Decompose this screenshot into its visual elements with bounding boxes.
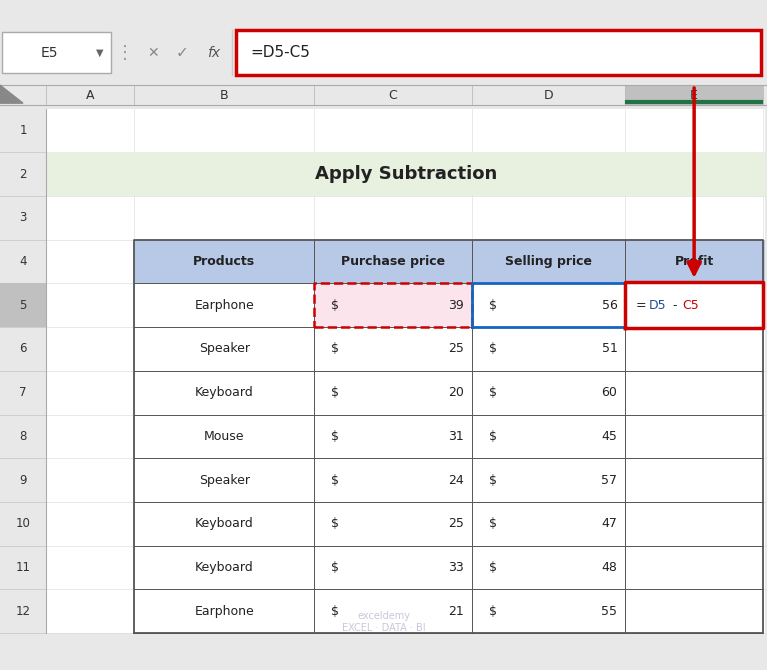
Text: 31: 31 — [448, 430, 464, 443]
Text: 5: 5 — [19, 299, 27, 312]
Text: Earphone: Earphone — [195, 605, 254, 618]
Text: 48: 48 — [601, 561, 617, 574]
Text: Apply Subtraction: Apply Subtraction — [314, 165, 497, 183]
Text: 47: 47 — [601, 517, 617, 531]
Text: $: $ — [331, 299, 339, 312]
FancyBboxPatch shape — [314, 283, 472, 327]
Text: $: $ — [489, 430, 496, 443]
Text: 10: 10 — [15, 517, 31, 531]
Text: Keyboard: Keyboard — [195, 517, 254, 531]
Text: Selling price: Selling price — [505, 255, 592, 268]
Text: A: A — [86, 88, 94, 102]
Text: -: - — [673, 299, 677, 312]
Text: $: $ — [489, 517, 496, 531]
Text: D5: D5 — [649, 299, 667, 312]
Text: $: $ — [331, 386, 339, 399]
Text: ✕: ✕ — [147, 46, 160, 60]
Text: 20: 20 — [448, 386, 464, 399]
FancyBboxPatch shape — [46, 109, 765, 633]
Text: $: $ — [489, 605, 496, 618]
Text: Speaker: Speaker — [199, 474, 250, 486]
Text: 55: 55 — [601, 605, 617, 618]
Polygon shape — [0, 85, 23, 103]
Text: $: $ — [331, 605, 339, 618]
Text: Speaker: Speaker — [199, 342, 250, 356]
Text: E: E — [690, 88, 698, 102]
Text: 60: 60 — [601, 386, 617, 399]
Text: 6: 6 — [19, 342, 27, 356]
Text: fx: fx — [206, 46, 220, 60]
Text: $: $ — [331, 474, 339, 486]
Text: Mouse: Mouse — [204, 430, 245, 443]
Text: 57: 57 — [601, 474, 617, 486]
Text: $: $ — [489, 474, 496, 486]
Text: 56: 56 — [601, 299, 617, 312]
Text: $: $ — [331, 517, 339, 531]
Text: Keyboard: Keyboard — [195, 561, 254, 574]
Text: Products: Products — [193, 255, 255, 268]
Text: 9: 9 — [19, 474, 27, 486]
Text: 25: 25 — [448, 517, 464, 531]
Text: $: $ — [489, 342, 496, 356]
Text: $: $ — [489, 386, 496, 399]
FancyBboxPatch shape — [46, 152, 765, 196]
FancyBboxPatch shape — [0, 23, 767, 82]
Text: $: $ — [331, 561, 339, 574]
Text: 25: 25 — [448, 342, 464, 356]
Text: $: $ — [331, 430, 339, 443]
FancyBboxPatch shape — [0, 85, 767, 105]
Text: E5: E5 — [41, 46, 58, 60]
Text: 39: 39 — [448, 299, 464, 312]
Text: Keyboard: Keyboard — [195, 386, 254, 399]
FancyBboxPatch shape — [236, 30, 761, 75]
Text: =D5-C5: =D5-C5 — [250, 45, 310, 60]
FancyBboxPatch shape — [2, 32, 111, 73]
Text: 7: 7 — [19, 386, 27, 399]
Text: Earphone: Earphone — [195, 299, 254, 312]
Text: Purchase price: Purchase price — [341, 255, 445, 268]
Text: 21: 21 — [448, 605, 464, 618]
Text: =: = — [636, 299, 647, 312]
Text: 2: 2 — [19, 168, 27, 181]
Text: 24: 24 — [448, 474, 464, 486]
Text: 8: 8 — [19, 430, 27, 443]
FancyBboxPatch shape — [134, 240, 765, 283]
Text: $: $ — [489, 561, 496, 574]
Text: exceldemy
EXCEL · DATA · BI: exceldemy EXCEL · DATA · BI — [341, 611, 426, 632]
Text: ⋮: ⋮ — [116, 44, 134, 62]
Text: Profit: Profit — [674, 255, 714, 268]
FancyBboxPatch shape — [0, 283, 46, 327]
FancyBboxPatch shape — [625, 85, 763, 105]
Text: 4: 4 — [19, 255, 27, 268]
Text: 33: 33 — [448, 561, 464, 574]
Text: 11: 11 — [15, 561, 31, 574]
Text: D: D — [544, 88, 553, 102]
Text: 3: 3 — [19, 211, 27, 224]
Text: C: C — [389, 88, 397, 102]
Text: C5: C5 — [682, 299, 699, 312]
Text: $: $ — [331, 342, 339, 356]
Text: 45: 45 — [601, 430, 617, 443]
Text: B: B — [220, 88, 229, 102]
Text: $: $ — [489, 299, 496, 312]
Text: ✓: ✓ — [176, 45, 189, 60]
Text: 51: 51 — [601, 342, 617, 356]
Text: 12: 12 — [15, 605, 31, 618]
Text: ▼: ▼ — [96, 48, 104, 58]
Text: 1: 1 — [19, 124, 27, 137]
